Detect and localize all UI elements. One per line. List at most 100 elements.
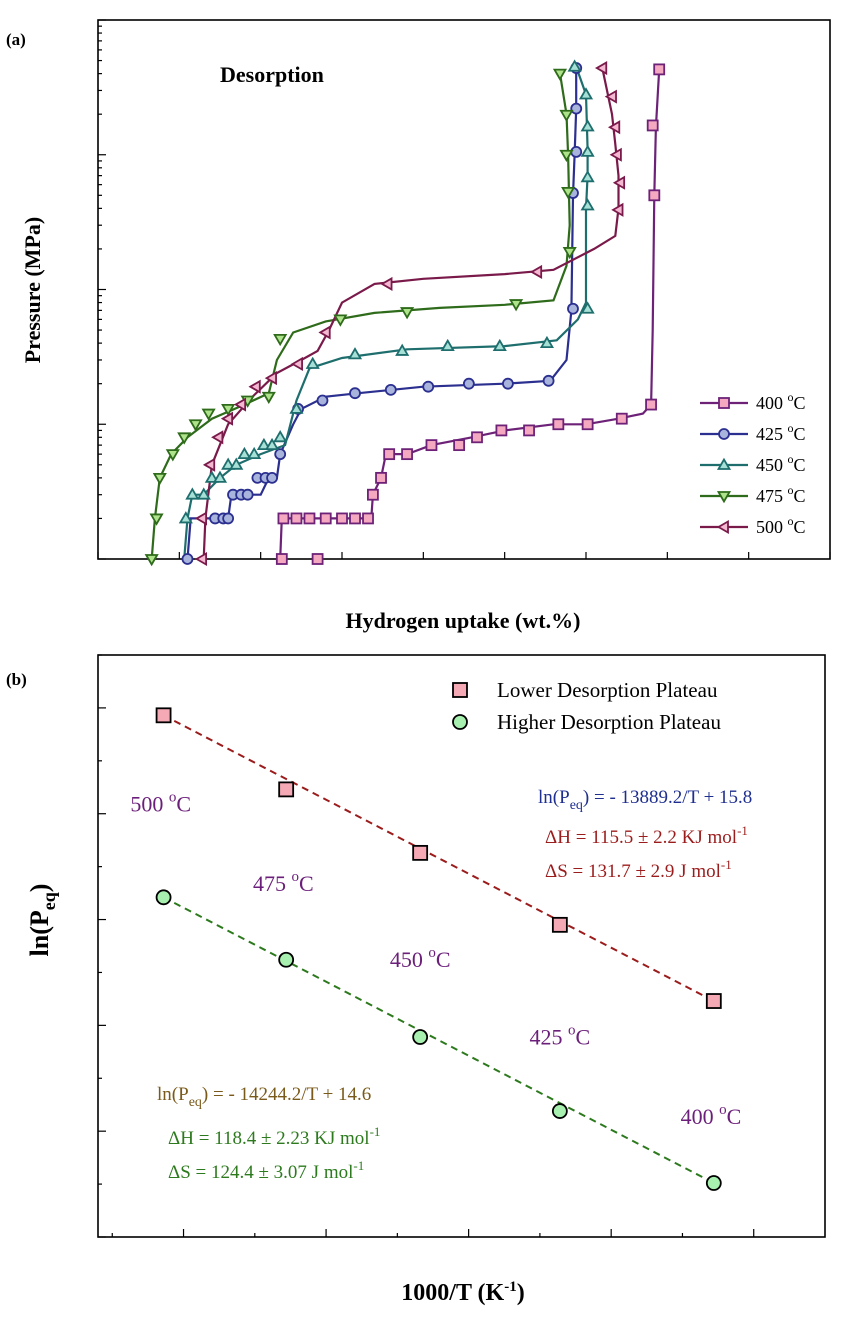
series-marker-2 [395,343,410,356]
series-marker-2 [580,301,595,314]
panel-a-pressure-chart: (a) Desorption Hydrogen uptake (wt.%) Pr… [6,19,831,633]
data-point-0 [705,993,722,1009]
series-marker-0 [367,488,379,501]
series-marker-0 [311,553,324,565]
thermo-sup: -1 [353,1158,364,1173]
series-marker-1 [384,383,397,396]
series-marker-1 [316,394,329,407]
series-marker-2 [289,401,304,414]
fit-line-1 [163,896,715,1184]
series-marker-0 [303,512,316,525]
series-marker-1 [266,471,278,484]
series-marker-4 [194,551,208,567]
legend-label: 400 oC [756,390,806,413]
series-marker-0 [383,448,396,461]
series-marker-4 [220,411,234,426]
series-marker-3 [273,333,288,347]
series-marker-4 [604,89,617,104]
temp-sup: o [291,869,299,885]
series-marker-1 [349,387,361,400]
temp-main: 425 [530,1024,569,1049]
temp-sup: o [568,1022,576,1038]
series-marker-4 [607,120,621,135]
series-marker-3 [152,472,167,486]
thermo-main: ΔH = 118.4 ± 2.23 KJ mol [168,1128,370,1149]
series-marker-0 [425,439,438,452]
series-marker-2 [567,59,582,72]
data-point-1 [278,951,295,968]
series-marker-3 [144,554,159,567]
panel-b-label: (b) [6,670,27,689]
panel-b-fit-lines [163,714,715,1184]
series-marker-3 [165,449,180,462]
legend-marker [718,397,730,409]
series-marker-3 [562,247,577,260]
series-marker-0 [471,431,483,444]
panel-b-annotations: ln(Peq) = - 13889.2/T + 15.8ΔH = 115.5 ±… [157,787,752,1183]
series-marker-4 [233,397,247,412]
series-marker-0 [615,412,628,425]
series-marker-2 [347,347,363,360]
series-marker-0 [646,119,659,132]
thermo-main: ΔS = 124.4 ± 3.07 J mol [168,1162,353,1183]
temperature-label: 500 oC [130,790,191,817]
series-marker-0 [277,512,290,525]
temp-unit: C [727,1104,742,1129]
temp-main: 400 [681,1104,720,1129]
series-marker-0 [362,512,374,525]
series-marker-2 [204,470,219,483]
series-marker-0 [523,424,535,437]
legend-marker [716,519,729,535]
data-point-0 [278,781,295,798]
series-marker-0 [453,439,466,452]
series-marker-4 [194,511,208,526]
legend-label-unit: C [794,486,806,506]
legend-label-unit: C [794,424,806,444]
legend-label-main: 425 [756,424,788,444]
thermo-annotations_lower-dh: ΔH = 115.5 ± 2.2 KJ mol-1 [545,823,748,848]
series-marker-3 [188,419,203,432]
series-marker-4 [529,264,543,279]
series-marker-2 [229,457,244,470]
temp-main: 475 [253,871,292,896]
series-marker-3 [400,307,415,320]
panel-b-ticks [98,654,755,1238]
series-marker-4 [248,379,261,394]
panel-a-y-axis-title: Pressure (MPa) [20,217,45,363]
eq-sub: eq [570,798,583,813]
series-marker-2 [247,446,262,460]
series-marker-4 [594,60,608,76]
legend-label: 450 oC [756,452,806,475]
thermo-sup: -1 [737,823,748,838]
series-line-1 [186,68,578,560]
series-marker-0 [653,63,666,76]
panel-b-legend: Lower Desorption Plateau Higher Desorptio… [452,678,721,734]
panel-b-plot-frame [97,654,826,1238]
series-marker-0 [645,398,657,411]
legend-label-main: 450 [756,455,788,475]
panel-a-series-markers [144,59,666,567]
series-marker-0 [275,553,288,565]
data-point-1 [705,1175,722,1191]
panel-b-markers [155,707,722,1191]
series-marker-1 [222,512,235,525]
temperature-label: 400 oC [681,1102,742,1129]
panel-a-ticks [97,19,831,560]
series-marker-4 [612,175,626,190]
series-marker-4 [611,202,624,217]
series-marker-3 [149,513,164,526]
panel-a-label: (a) [6,30,26,49]
series-marker-2 [580,119,595,132]
legend-label-sup: o [788,390,794,404]
series-marker-3 [261,391,276,405]
legend-marker [716,491,732,504]
legend-label-main: 400 [756,393,788,413]
thermo-main: ΔH = 115.5 ± 2.2 KJ mol [545,827,737,848]
legend-label-unit: C [794,455,806,475]
series-marker-0 [581,418,594,431]
panel-a-x-axis-title: Hydrogen uptake (wt.%) [346,608,581,633]
temp-sup: o [719,1102,727,1118]
panel-b-y-axis-title: ln(Peq) [25,884,59,957]
series-marker-2 [580,198,595,211]
